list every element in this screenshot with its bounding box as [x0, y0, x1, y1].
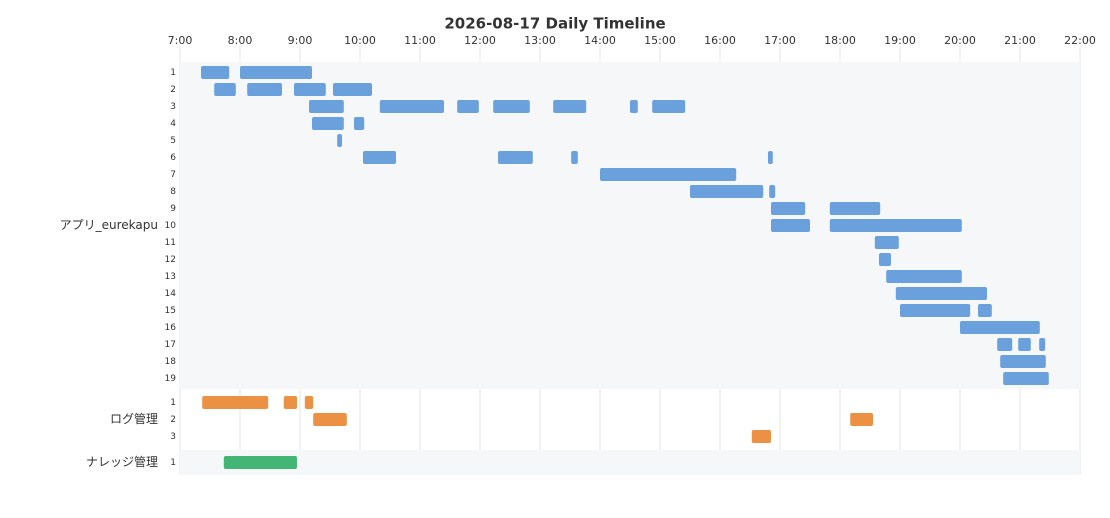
group-label: ログ管理	[110, 411, 158, 426]
row-label: 16	[165, 323, 177, 333]
x-tick-label: 22:00	[1064, 34, 1096, 47]
x-tick-label: 18:00	[824, 34, 856, 47]
timeline-bar	[354, 117, 365, 130]
x-tick-label: 20:00	[944, 34, 976, 47]
group-label: ナレッジ管理	[86, 454, 158, 469]
timeline-bar	[571, 151, 578, 164]
timeline-bar	[978, 304, 992, 317]
x-tick-label: 14:00	[584, 34, 616, 47]
timeline-bar	[1000, 355, 1046, 368]
x-tick-label: 12:00	[464, 34, 496, 47]
timeline-bar	[771, 219, 810, 232]
row-label: 12	[165, 255, 176, 265]
x-tick-label: 17:00	[764, 34, 796, 47]
timeline-bar	[240, 66, 312, 79]
timeline-bar	[202, 396, 269, 409]
timeline-bar	[201, 66, 230, 79]
timeline-bar	[337, 134, 342, 147]
timeline-bar	[769, 185, 776, 198]
timeline-bar	[294, 83, 326, 96]
timeline-bar	[600, 168, 737, 181]
timeline-bar	[900, 304, 971, 317]
timeline-bar	[304, 396, 314, 409]
timeline-bar	[829, 219, 962, 232]
timeline-bar	[283, 396, 297, 409]
timeline-bar	[553, 100, 587, 113]
chart-title: 2026-08-17 Daily Timeline	[444, 15, 665, 33]
row-label: 2	[170, 85, 176, 95]
group-label: アプリ_eurekapu	[60, 218, 158, 232]
row-label: 5	[170, 136, 176, 146]
row-label: 17	[165, 340, 176, 350]
x-tick-label: 21:00	[1004, 34, 1036, 47]
group-background	[180, 450, 1080, 475]
timeline-bar	[771, 202, 806, 215]
x-tick-label: 10:00	[344, 34, 376, 47]
timeline-bar	[886, 270, 962, 283]
row-label: 3	[170, 432, 176, 442]
row-label: 1	[170, 458, 176, 468]
row-label: 10	[165, 221, 177, 231]
x-tick-label: 16:00	[704, 34, 736, 47]
timeline-bar	[313, 413, 347, 426]
row-label: 4	[170, 119, 176, 129]
timeline-bar	[690, 185, 764, 198]
timeline-bar	[493, 100, 530, 113]
timeline-bar	[879, 253, 891, 266]
row-label: 1	[170, 68, 176, 78]
row-label: 8	[170, 187, 176, 197]
row-label: 15	[165, 306, 176, 316]
row-label: 9	[170, 204, 176, 214]
timeline-bar	[247, 83, 282, 96]
x-tick-label: 13:00	[524, 34, 556, 47]
row-label: 11	[165, 238, 176, 248]
row-label: 19	[165, 374, 177, 384]
row-label: 14	[165, 289, 177, 299]
timeline-bar	[1003, 372, 1049, 385]
timeline-bar	[829, 202, 881, 215]
timeline-bar	[652, 100, 686, 113]
row-label: 7	[170, 170, 176, 180]
timeline-bar	[1039, 338, 1046, 351]
row-label: 13	[165, 272, 176, 282]
timeline-bar	[312, 117, 344, 130]
timeline-bar	[630, 100, 638, 113]
timeline-bar	[333, 83, 372, 96]
timeline-bar	[768, 151, 773, 164]
x-tick-label: 19:00	[884, 34, 916, 47]
timeline-bar	[751, 430, 771, 443]
x-tick-label: 11:00	[404, 34, 436, 47]
row-label: 3	[170, 102, 176, 112]
timeline-bar	[997, 338, 1013, 351]
x-tick-label: 7:00	[168, 34, 193, 47]
timeline-bar	[309, 100, 344, 113]
timeline-bar	[223, 456, 297, 469]
row-label: 2	[170, 415, 176, 425]
timeline-bar	[895, 287, 987, 300]
row-label: 18	[165, 357, 177, 367]
timeline-bar	[363, 151, 396, 164]
x-tick-label: 15:00	[644, 34, 676, 47]
row-label: 6	[170, 153, 176, 163]
timeline-bar	[960, 321, 1040, 334]
timeline-bar	[214, 83, 236, 96]
timeline-bar	[874, 236, 899, 249]
x-tick-label: 8:00	[228, 34, 253, 47]
timeline-bar	[457, 100, 479, 113]
timeline-bar	[850, 413, 873, 426]
timeline-bar	[1018, 338, 1031, 351]
row-label: 1	[170, 398, 176, 408]
timeline-bar	[379, 100, 444, 113]
x-tick-label: 9:00	[288, 34, 313, 47]
timeline-bar	[498, 151, 533, 164]
